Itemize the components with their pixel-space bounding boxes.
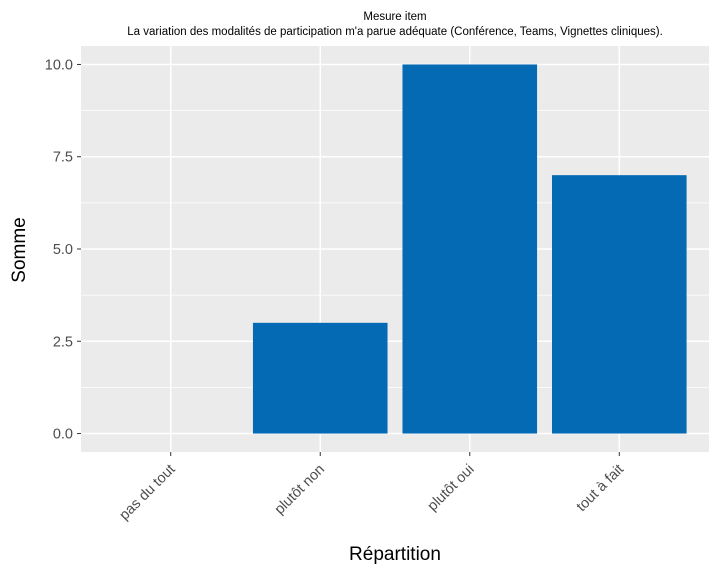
chart-title: Mesure item: [363, 11, 426, 23]
x-tick-label: plutôt oui: [425, 462, 478, 515]
bar: [552, 175, 687, 434]
y-tick-label: 7.5: [53, 150, 73, 166]
y-tick-label: 0.0: [53, 427, 73, 443]
bar: [252, 322, 388, 434]
x-tick-label: pas du tout: [116, 462, 178, 524]
y-tick-label: 5.0: [53, 242, 73, 258]
x-tick-label: tout à fait: [574, 462, 627, 515]
y-tick-label: 10.0: [45, 57, 73, 73]
y-axis: 0.0 2.5 5.0 7.5 10.0: [45, 57, 81, 443]
y-axis-title: Somme: [9, 217, 30, 282]
x-tick-label: plutôt non: [272, 462, 328, 518]
bar: [402, 64, 538, 434]
bars: [252, 64, 687, 434]
chart-subtitle: La variation des modalités de participat…: [127, 26, 663, 38]
x-axis: pas du tout plutôt non plutôt oui tout à fa…: [116, 452, 627, 524]
x-axis-title: Répartition: [349, 544, 441, 565]
y-tick-label: 2.5: [53, 334, 73, 350]
